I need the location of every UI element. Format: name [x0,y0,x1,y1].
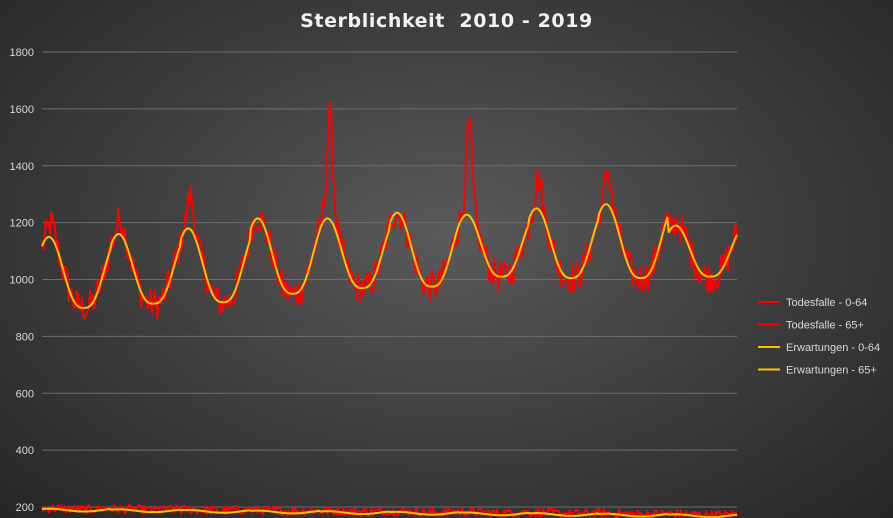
legend-label: Erwartungen - 0-64 [786,342,880,354]
legend-label: Todesfalle - 0-64 [786,297,867,309]
y-tick-label: 1800 [10,47,34,59]
series-line-erwartungen-0-64 [41,507,738,518]
series-line-todesfalle-65plus [41,101,738,320]
series-layer [41,101,738,518]
y-tick-label: 600 [16,388,34,400]
chart-title: Sterblichkeit 2010 - 2019 [300,10,593,32]
y-tick-label: 200 [16,502,34,514]
legend-label: Erwartungen - 65+ [786,365,877,377]
series-line-erwartungen-65plus [41,203,738,309]
legend: Todesfalle - 0-64 Todesfalle - 65+ Erwartu… [758,297,880,377]
y-tick-label: 400 [16,445,34,457]
y-tick-label: 1200 [10,218,34,230]
y-tick-label: 1000 [10,275,34,287]
legend-label: Todesfalle - 65+ [786,320,864,332]
y-tick-label: 1400 [10,161,34,173]
y-tick-labels: 200 400 600 800 1000 1200 1400 1600 1800 [10,47,34,514]
grid-layer [42,51,737,508]
y-tick-label: 1600 [10,104,34,116]
y-tick-label: 800 [16,331,34,343]
